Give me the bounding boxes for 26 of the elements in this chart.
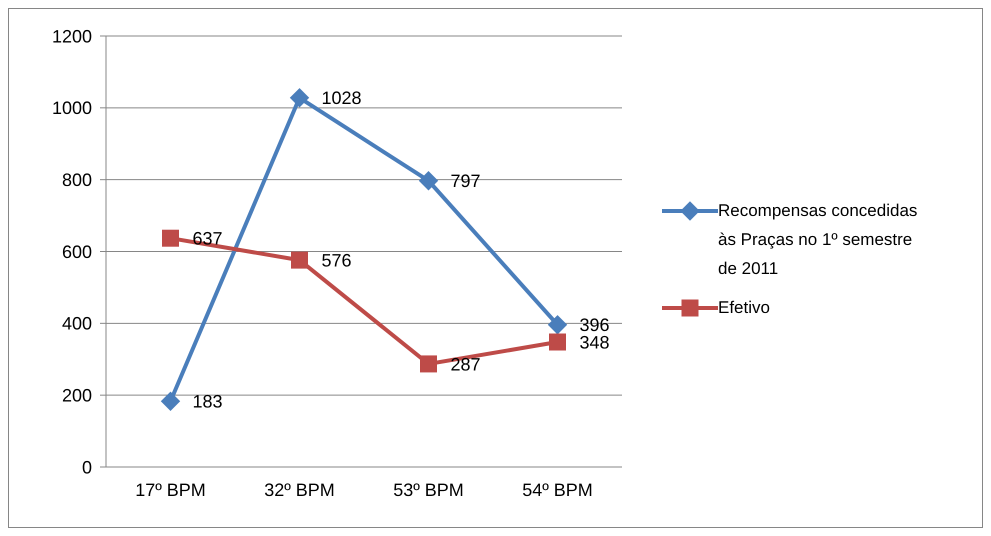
point [291, 252, 308, 269]
x-tick-label: 32º BPM [264, 480, 335, 500]
y-tick-label: 1200 [52, 26, 92, 46]
point [290, 88, 309, 108]
point [162, 230, 179, 247]
point [549, 334, 566, 351]
data-label: 797 [450, 171, 481, 192]
x-tick-label: 17º BPM [135, 480, 206, 500]
y-tick-label: 200 [62, 386, 92, 406]
data-label: 576 [322, 250, 352, 271]
x-tick-label: 54º BPM [522, 480, 593, 500]
y-tick-label: 800 [62, 170, 92, 190]
point [419, 171, 438, 190]
x-tick-label: 53º BPM [393, 480, 464, 500]
y-tick-label: 0 [82, 457, 92, 478]
data-label: 287 [450, 354, 481, 374]
data-label: 1028 [322, 88, 362, 108]
point [548, 315, 567, 334]
data-label: 183 [192, 392, 223, 412]
y-tick-label: 1000 [52, 98, 92, 118]
point [161, 392, 180, 411]
y-tick-label: 600 [62, 242, 92, 262]
point [420, 355, 437, 372]
legend-label: Efetivo [718, 297, 770, 319]
legend-label: Recompensas concedidas às Praças no 1º semestre de 2011 [718, 200, 918, 280]
y-tick-label: 400 [62, 314, 92, 334]
